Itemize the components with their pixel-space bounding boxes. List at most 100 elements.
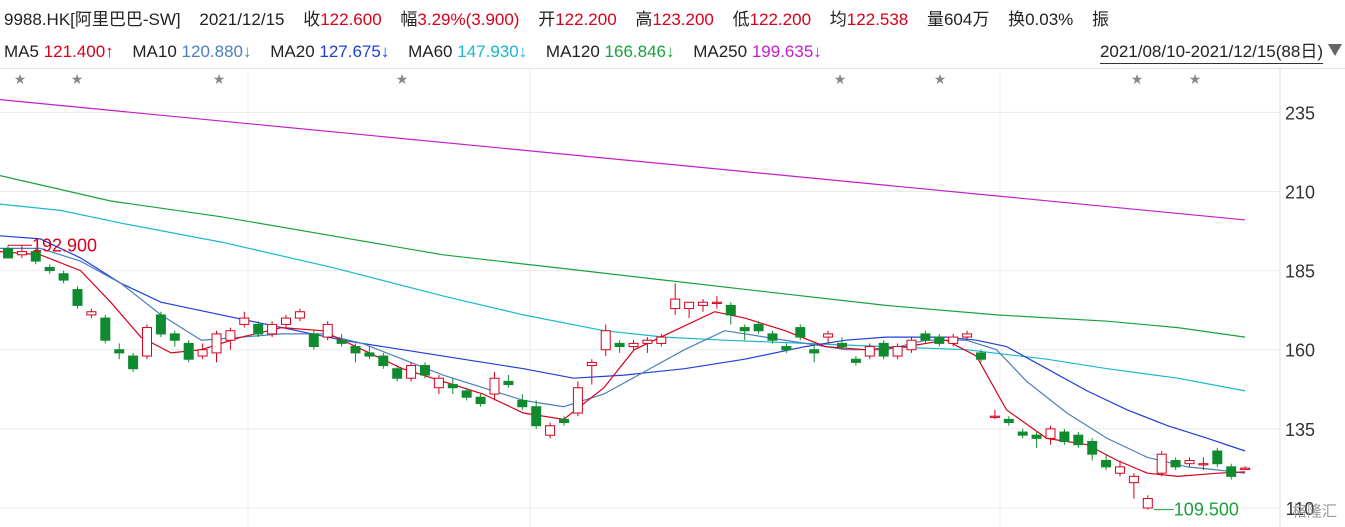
candle-body — [753, 323, 764, 332]
grid — [0, 68, 1281, 527]
candle — [837, 337, 847, 350]
candle-body — [239, 317, 250, 325]
candle — [711, 295, 722, 309]
candle-body — [225, 330, 236, 341]
candle — [698, 299, 708, 312]
candle — [267, 321, 278, 338]
candle — [1115, 460, 1125, 477]
ma60-value: 147.930↓ — [457, 42, 528, 61]
candle-body — [670, 298, 681, 310]
candle-body — [1087, 441, 1098, 455]
turnover-value: 0.03% — [1025, 10, 1074, 29]
candle — [461, 387, 472, 401]
ma5-value: 121.400↑ — [43, 42, 114, 61]
candle — [725, 302, 736, 325]
candle-body — [489, 377, 500, 395]
candle — [1212, 447, 1223, 467]
candle — [1031, 432, 1042, 448]
stock-symbol[interactable]: 9988.HK[阿里巴巴-SW] — [4, 10, 181, 29]
candle-body — [1059, 431, 1070, 443]
candle-body — [809, 349, 820, 354]
candle-body — [86, 311, 97, 316]
event-star-icon: ★ — [14, 72, 27, 88]
ma10-label: MA10 — [132, 42, 177, 61]
candle-body — [878, 342, 889, 357]
candle — [503, 375, 514, 388]
ma-lines — [0, 99, 1246, 478]
candle-body — [850, 358, 861, 363]
candle-body — [1226, 466, 1237, 477]
candle — [1101, 454, 1112, 471]
candle — [586, 359, 597, 385]
candle — [308, 330, 319, 350]
candle — [16, 245, 27, 258]
event-star-icon: ★ — [934, 72, 947, 88]
candle-body — [517, 399, 528, 408]
candle-body — [58, 273, 69, 281]
candle — [364, 346, 375, 360]
ma120-label: MA120 — [545, 42, 600, 61]
candle-body — [545, 425, 556, 436]
candle — [350, 343, 361, 363]
event-star-icon: ★ — [396, 72, 409, 88]
candle — [475, 394, 486, 407]
candle-body — [433, 377, 444, 389]
annotations: 192.900 109.500 — [8, 235, 1239, 520]
ma-line-ma250 — [0, 99, 1246, 221]
candle-body — [1240, 467, 1251, 470]
candle — [739, 324, 750, 341]
candle-body — [711, 301, 722, 304]
candle — [976, 349, 986, 363]
candle-body — [1128, 475, 1139, 484]
ma-line-ma20 — [0, 235, 1246, 452]
kline-chart[interactable]: ★ ★ ★ ★ ★ ★ ★ ★ 110 135 160 185 210 235 192.900 109.5… — [0, 68, 1345, 527]
amplitude-label: 振 — [1092, 10, 1110, 29]
ma-line-ma5 — [0, 251, 1246, 478]
candle-body — [420, 365, 430, 376]
y-axis: 110 135 160 185 210 235 — [1285, 103, 1315, 519]
candle — [1142, 495, 1153, 510]
y-tick-label: 235 — [1285, 103, 1315, 123]
candle — [155, 311, 166, 338]
candle — [128, 352, 139, 372]
candle-body — [155, 314, 166, 335]
candle-body — [725, 304, 736, 316]
candle-body — [628, 342, 639, 348]
candle — [281, 314, 291, 328]
candle-body — [142, 327, 152, 357]
candle — [294, 308, 305, 322]
open-value: 122.200 — [555, 10, 617, 29]
candle-body — [336, 339, 347, 344]
ma10-value: 120.880↓ — [181, 42, 252, 61]
candle — [892, 343, 903, 360]
candle — [142, 324, 152, 360]
change-label: 幅 — [400, 10, 418, 29]
candle — [614, 340, 625, 353]
candle-body — [614, 342, 625, 348]
candle — [3, 245, 13, 259]
candle-body — [364, 352, 375, 357]
candle — [1128, 473, 1139, 499]
candle-body — [586, 361, 597, 367]
quote-header: 9988.HK[阿里巴巴-SW] 2021/12/15 收122.600 幅3.… — [0, 0, 1345, 69]
dropdown-triangle-icon[interactable] — [1328, 44, 1342, 56]
candle-body — [934, 336, 945, 344]
candle-body — [906, 339, 917, 351]
candle-body — [183, 342, 194, 360]
candle-body — [1003, 418, 1014, 424]
candle-body — [781, 346, 792, 351]
candle — [30, 248, 41, 265]
candle — [684, 301, 695, 319]
candle-body — [795, 327, 806, 338]
date-range-selector[interactable]: 2021/08/10-2021/12/15(88日) — [1099, 41, 1323, 64]
candle — [600, 324, 611, 357]
avg-value: 122.538 — [846, 10, 909, 29]
candle-body — [197, 349, 208, 357]
candle — [253, 321, 264, 338]
candle-body — [114, 349, 125, 354]
candle — [823, 330, 834, 344]
candle-body — [864, 346, 875, 357]
candle — [183, 340, 194, 363]
candle-body — [461, 390, 472, 398]
candle — [1017, 428, 1028, 439]
